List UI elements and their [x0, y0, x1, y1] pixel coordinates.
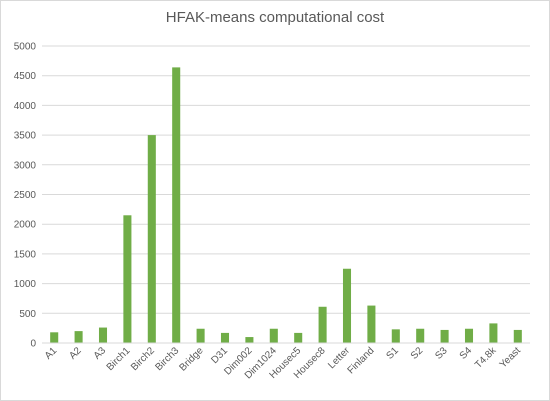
- bar-dim1024: [269, 328, 278, 343]
- x-tick-label: T4.8k: [473, 345, 499, 371]
- bars: [50, 67, 522, 343]
- bar-yeast: [513, 329, 522, 343]
- bar-t4-8k: [489, 323, 498, 343]
- bar-a2: [74, 331, 83, 343]
- bar-finland: [367, 305, 376, 343]
- bar-d31: [220, 332, 230, 343]
- y-tick-label: 500: [19, 309, 36, 320]
- x-tick-label: Bridge: [178, 345, 207, 374]
- y-tick-label: 1500: [14, 249, 37, 260]
- bar-housec5: [294, 332, 303, 343]
- bar-s3: [440, 329, 449, 343]
- bar-s2: [416, 328, 425, 343]
- y-tick-label: 0: [30, 339, 36, 350]
- x-tick-label: Birch2: [129, 345, 157, 373]
- x-tick-label: S2: [409, 345, 426, 362]
- y-tick-label: 2000: [14, 220, 37, 231]
- y-tick-label: 5000: [14, 42, 37, 53]
- bar-birch2: [147, 135, 156, 343]
- x-tick-label: D31: [209, 345, 230, 366]
- bar-letter: [342, 268, 352, 343]
- y-tick-label: 4000: [14, 101, 37, 112]
- bar-a1: [50, 332, 59, 343]
- bar-a3: [98, 327, 108, 343]
- x-tick-label: S1: [384, 345, 401, 362]
- chart-title: HFAK-means computational cost: [165, 9, 385, 26]
- bar-housec8: [318, 306, 327, 343]
- y-tick-label: 3000: [14, 160, 37, 171]
- bar-birch1: [123, 215, 132, 343]
- x-tick-label: A2: [67, 345, 84, 362]
- x-tick-label: Finland: [346, 345, 377, 376]
- bar-birch3: [172, 67, 181, 343]
- y-tick-label: 4500: [14, 71, 37, 82]
- x-tick-label: Birch3: [153, 345, 181, 373]
- y-tick-label: 2500: [14, 190, 37, 201]
- y-tick-label: 1000: [14, 279, 37, 290]
- gridlines: [42, 45, 530, 314]
- x-tick-label: A3: [92, 345, 109, 362]
- bar-bridge: [196, 328, 205, 343]
- bar-s1: [391, 329, 400, 343]
- x-tick-label: S4: [458, 345, 475, 362]
- x-tick-label: Yeast: [498, 345, 523, 370]
- bar-dim002: [245, 337, 254, 343]
- y-axis-tick-labels: 0 500 1000 1500 2000 2500 3000 3500 4000 4500 5000: [14, 42, 37, 350]
- y-tick-label: 3500: [14, 131, 37, 142]
- x-tick-label: A1: [43, 345, 60, 362]
- x-tick-label: S3: [433, 345, 450, 362]
- x-tick-label: Birch1: [105, 345, 133, 373]
- bar-s4: [464, 328, 474, 343]
